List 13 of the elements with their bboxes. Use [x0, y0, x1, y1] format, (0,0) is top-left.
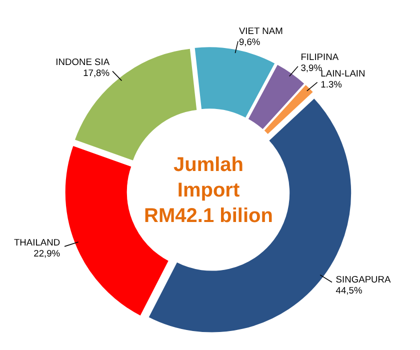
data-label: 9,6% — [238, 37, 260, 48]
slice-label: VIET NAM — [238, 26, 283, 36]
data-label: 3,9% — [300, 63, 322, 74]
text: Jumlah Import RM42.1 bilion — [144, 154, 273, 227]
data-label: 17,8% — [83, 68, 110, 78]
slice-label: INDONE SIA — [56, 56, 110, 67]
data-label: 1.3% — [320, 79, 342, 90]
data-label: 44,5% — [336, 286, 362, 296]
slice-label: LAIN-LAIN — [320, 68, 366, 78]
slice-label: SINGAPURA — [336, 274, 392, 285]
slice-label: THAILAND — [14, 238, 60, 248]
data-label: 22,9% — [34, 248, 60, 259]
slice-label: FILIPINA — [300, 52, 340, 62]
